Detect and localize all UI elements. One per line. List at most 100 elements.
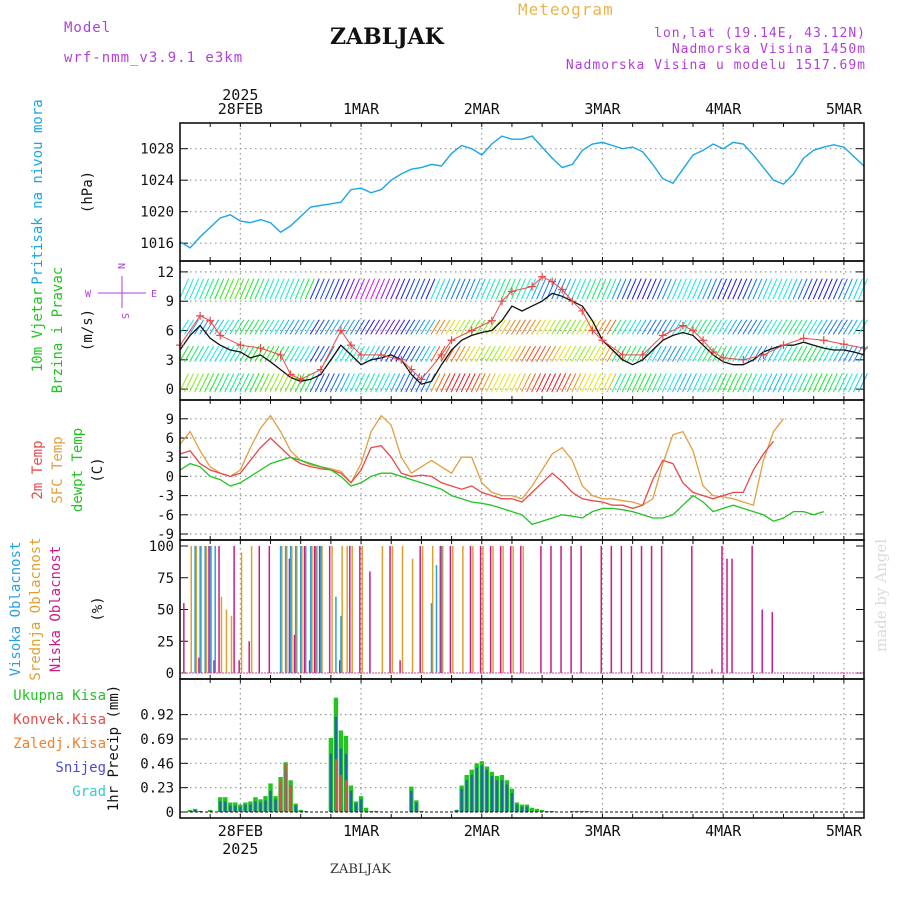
- wind-barb-level-10.5: [249, 278, 260, 300]
- gust-marker: [347, 341, 355, 350]
- wind-barb-level-6.5: [661, 319, 672, 335]
- wind-barb-level-3.5: [822, 345, 833, 363]
- snow-bar: [525, 806, 529, 812]
- wind-barb-level-3.5: [772, 345, 783, 363]
- clouds-ytick-label-4: 100: [149, 539, 174, 555]
- wind-barb-level-10.5: [757, 278, 768, 300]
- wind-barb-level-10.5: [722, 278, 733, 300]
- wind-barb-level-10.5: [842, 278, 853, 300]
- wind-barb-level-0.5: [390, 373, 401, 393]
- gust-marker: [558, 285, 567, 294]
- wind-barb-level-0.5: [189, 373, 200, 393]
- wind-barb-level-10.5: [390, 278, 401, 300]
- wind-barb-level-6.5: [370, 319, 381, 335]
- wind-barb-level-10.5: [772, 278, 783, 300]
- wind-barb-level-6.5: [621, 319, 632, 335]
- temperature-ytick-label-5: 6: [166, 431, 174, 447]
- top-date-label-0: 28FEB: [218, 100, 263, 118]
- wind-barb-level-0.5: [757, 373, 768, 393]
- wind-barb-level-0.5: [355, 373, 365, 393]
- wind-barb-level-6.5: [435, 319, 446, 335]
- top-date-label-3: 3MAR: [584, 100, 621, 118]
- wind-barb-level-0.5: [827, 373, 838, 393]
- wind-barb-level-10.5: [822, 278, 833, 300]
- wind-barb-level-0.5: [249, 373, 260, 393]
- gust-marker: [638, 350, 647, 359]
- snow-bar: [224, 801, 227, 812]
- snow-bar: [239, 806, 242, 812]
- snow-bar: [475, 767, 478, 812]
- wind-barb-level-0.5: [561, 373, 572, 393]
- conv-precip-bar: [289, 785, 292, 812]
- wind-barb-level-0.5: [370, 373, 381, 393]
- wind-barb-level-6.5: [244, 319, 255, 335]
- wind-barb-level-10.5: [671, 278, 682, 300]
- wind-barb-level-10.5: [440, 278, 451, 300]
- wind-barb-level-10.5: [581, 278, 592, 300]
- wind-barb-level-3.5: [299, 345, 310, 363]
- wind-barb-level-0.5: [651, 373, 662, 393]
- wind-barb-level-10.5: [435, 278, 446, 300]
- wind-barb-level-3.5: [415, 345, 426, 363]
- wind-barb-level-10.5: [324, 278, 335, 300]
- wind-barb-level-6.5: [616, 319, 627, 335]
- gust-marker: [819, 336, 828, 345]
- gust-marker: [719, 353, 728, 362]
- wind-barb-level-10.5: [304, 278, 315, 300]
- wind-barb-level-0.5: [747, 373, 758, 393]
- gust-marker: [799, 334, 808, 343]
- snow-bar: [299, 810, 302, 812]
- wind-barb-level-6.5: [239, 319, 250, 335]
- wind-barb-level-3.5: [294, 345, 305, 363]
- wind-barb-level-0.5: [737, 373, 748, 393]
- wind-barb-level-10.5: [254, 278, 265, 300]
- wind-barb-level-10.5: [505, 278, 516, 300]
- wind-barb-level-0.5: [717, 373, 728, 393]
- wind-barb-level-0.5: [505, 373, 516, 393]
- gust-marker: [377, 350, 386, 359]
- wind-barb-level-10.5: [179, 278, 189, 300]
- wind-barb-level-10.5: [621, 278, 632, 300]
- total-precip-bar: [373, 810, 379, 812]
- wind-barb-level-3.5: [676, 345, 687, 363]
- wind-barb-level-0.5: [334, 373, 345, 393]
- wind-barb-level-10.5: [762, 278, 773, 300]
- wind-barb-level-3.5: [581, 345, 592, 363]
- wind-barb-level-6.5: [410, 319, 421, 335]
- wind-barb-level-10.5: [405, 278, 416, 300]
- top-year-label: 2025: [222, 86, 258, 104]
- wind-barb-level-3.5: [465, 345, 476, 363]
- wind-barb-level-3.5: [621, 345, 632, 363]
- snow-bar: [269, 790, 272, 812]
- wind-barb-level-3.5: [546, 345, 557, 363]
- wind-barb-level-6.5: [204, 319, 215, 335]
- temperature-ytick-label-1: -6: [157, 508, 174, 524]
- wind-barb-level-10.5: [264, 278, 275, 300]
- pressure-line: [179, 135, 865, 249]
- compass-e: E: [151, 289, 157, 300]
- wind-barb-level-6.5: [425, 319, 436, 335]
- gust-marker: [709, 347, 718, 356]
- wind-barb-level-10.5: [244, 278, 255, 300]
- wind-barb-level-10.5: [329, 278, 340, 300]
- wind-barb-level-10.5: [319, 278, 330, 300]
- gust-marker: [507, 287, 516, 296]
- gust-marker: [397, 355, 406, 364]
- wind-barb-level-10.5: [812, 278, 823, 300]
- wind-barb-level-0.5: [571, 373, 582, 393]
- wind-barb-level-10.5: [465, 278, 476, 300]
- wind-barb-level-0.5: [345, 373, 355, 393]
- total-precip-bar: [363, 807, 369, 812]
- wind-barb-level-6.5: [531, 319, 541, 335]
- wind-barb-level-6.5: [671, 319, 682, 335]
- gust-marker: [497, 297, 506, 306]
- wind-barb-level-6.5: [611, 319, 622, 335]
- wind-barb-level-10.5: [199, 278, 210, 300]
- wind-barb-level-0.5: [385, 373, 396, 393]
- gust-marker: [689, 326, 697, 335]
- gust-marker: [196, 311, 205, 320]
- snow-bar: [264, 800, 267, 812]
- wind-barb-level-0.5: [762, 373, 773, 393]
- wind-barb-level-0.5: [299, 373, 310, 393]
- wind-barb-level-3.5: [194, 345, 205, 363]
